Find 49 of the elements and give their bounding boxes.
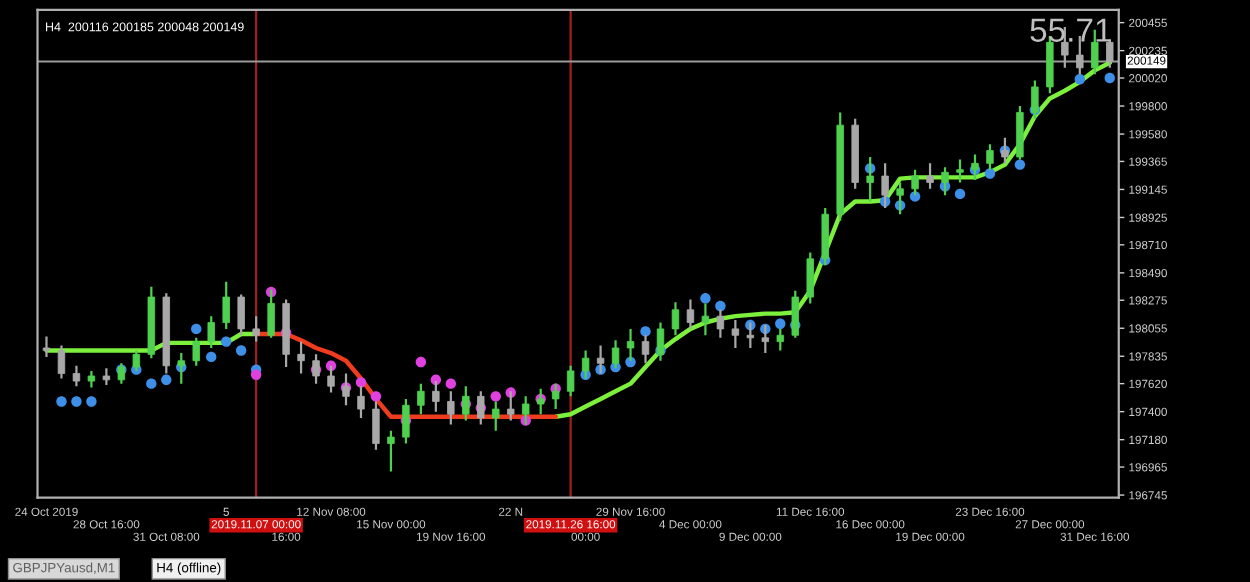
point [250,369,262,380]
point [954,188,966,200]
point [370,391,382,402]
candlestick [57,344,66,380]
point [715,300,726,312]
candlestick [507,390,515,422]
candlestick [686,298,695,330]
point [640,326,651,337]
candlestick [566,364,575,398]
point [191,323,202,335]
candlestick [536,387,545,416]
point [56,396,67,407]
point [355,377,367,388]
candlestick [806,251,814,305]
point [700,293,711,304]
candlestick [237,293,245,337]
point [221,336,232,347]
candlestick [926,162,934,190]
candlestick [297,340,305,375]
candlestick [192,336,200,367]
point [415,356,427,368]
candlestick [387,429,395,473]
candlestick [252,315,260,343]
candlestick [731,318,740,350]
point [984,168,996,179]
candlestick [671,301,680,337]
point [445,378,457,389]
point [1104,72,1115,84]
candlestick [72,364,81,388]
point [86,396,97,407]
candlestick [417,382,425,416]
point [146,378,157,389]
candlestick [42,335,51,359]
point [161,374,172,386]
candlestick [222,280,230,330]
point [71,396,82,407]
candlestick [1106,38,1114,69]
candlestick [327,364,335,394]
point [1074,74,1086,85]
candlestick [956,158,964,184]
annotation: 55.71 [1030,18,1111,42]
point [775,318,786,329]
point [1014,159,1026,170]
point [206,351,217,363]
candlestick [447,390,455,426]
point [235,345,247,356]
point [490,391,501,402]
candlestick [611,339,620,370]
candlestick [207,315,215,350]
